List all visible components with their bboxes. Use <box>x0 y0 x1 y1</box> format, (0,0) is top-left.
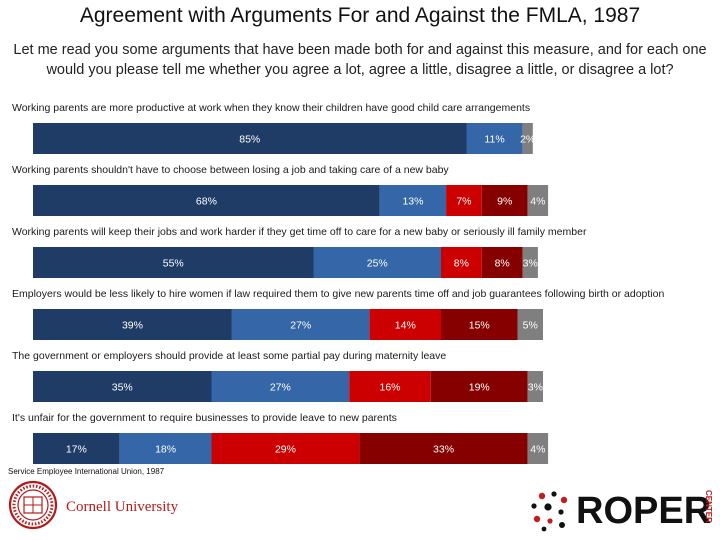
bar-segment-other <box>522 123 533 154</box>
category-label: The government or employers should provi… <box>12 350 446 362</box>
bar-segment-disagree-a-lot <box>359 433 528 464</box>
data-label: 35% <box>112 382 133 394</box>
data-label: 13% <box>402 196 423 208</box>
bar-segment-disagree-a-little <box>349 371 431 402</box>
data-label: 29% <box>275 444 296 456</box>
data-label: 5% <box>523 320 538 332</box>
data-label: 27% <box>270 382 291 394</box>
cornell-logo: Cornell University <box>8 480 208 532</box>
bar-segment-agree-a-little <box>119 433 212 464</box>
data-label: 8% <box>454 258 469 270</box>
bar-segment-disagree-a-little <box>211 433 360 464</box>
data-label: 2% <box>520 134 535 146</box>
bar-segment-other <box>527 185 549 216</box>
bar-segment-disagree-a-lot <box>430 371 528 402</box>
data-label: 18% <box>155 444 176 456</box>
bar-segment-disagree-a-lot <box>441 309 518 340</box>
data-label: 68% <box>196 196 217 208</box>
bar-segment-agree-a-little <box>231 309 370 340</box>
data-label: 27% <box>290 320 311 332</box>
data-label: 3% <box>528 382 543 394</box>
category-label: Working parents shouldn't have to choose… <box>12 164 449 176</box>
roper-logo: ROPER CENTER <box>528 488 716 536</box>
bar-segment-disagree-a-little <box>446 185 482 216</box>
bar-segment-other <box>522 247 538 278</box>
bar-segment-other <box>527 433 549 464</box>
roper-name: ROPER <box>576 490 712 532</box>
bar-segment-agree-a-lot <box>33 123 467 154</box>
data-label: 55% <box>163 258 184 270</box>
bar-segment-disagree-a-little <box>441 247 482 278</box>
roper-dots-icon <box>531 491 568 532</box>
bar-segment-agree-a-lot <box>33 371 212 402</box>
bar-segment-other <box>527 371 543 402</box>
category-label: It's unfair for the government to requir… <box>12 412 397 424</box>
data-label: 19% <box>469 382 490 394</box>
bar-segment-disagree-a-lot <box>481 185 528 216</box>
bar-segment-disagree-a-lot <box>481 247 523 278</box>
data-label: 14% <box>395 320 416 332</box>
source-note: Service Employee International Union, 19… <box>8 467 165 476</box>
data-label: 4% <box>530 444 545 456</box>
data-label: 15% <box>469 320 490 332</box>
data-label: 7% <box>456 196 471 208</box>
chart-title: Agreement with Arguments For and Against… <box>79 4 641 27</box>
bar-segment-agree-a-lot <box>33 433 120 464</box>
data-label: 8% <box>495 258 510 270</box>
category-label: Working parents are more productive at w… <box>12 102 530 114</box>
bar-segment-agree-a-lot <box>33 185 380 216</box>
data-label: 33% <box>433 444 454 456</box>
bar-segment-agree-a-little <box>313 247 441 278</box>
data-label: 9% <box>497 196 512 208</box>
data-label: 25% <box>367 258 388 270</box>
data-label: 17% <box>66 444 87 456</box>
chart-subtitle: Let me read you some arguments that have… <box>13 42 707 78</box>
bar-segment-agree-a-lot <box>33 247 314 278</box>
bar-segment-other <box>517 309 543 340</box>
data-label: 85% <box>239 134 260 146</box>
roper-center: CENTER <box>704 490 713 523</box>
cornell-seal-icon <box>8 480 58 530</box>
category-label: Working parents will keep their jobs and… <box>12 226 587 238</box>
data-label: 4% <box>530 196 545 208</box>
cornell-name: Cornell University <box>66 499 179 515</box>
bar-segment-agree-a-little <box>379 185 447 216</box>
data-label: 11% <box>484 134 504 146</box>
bar-segment-agree-a-lot <box>33 309 232 340</box>
data-label: 3% <box>523 258 538 270</box>
data-label: 39% <box>122 320 143 332</box>
bar-segment-agree-a-little <box>466 123 523 154</box>
stacked-bar-chart: Working parents are more productive at w… <box>12 102 664 464</box>
bar-segment-agree-a-little <box>211 371 350 402</box>
data-label: 16% <box>379 382 400 394</box>
category-label: Employers would be less likely to hire w… <box>12 288 664 300</box>
bar-segment-disagree-a-little <box>369 309 441 340</box>
